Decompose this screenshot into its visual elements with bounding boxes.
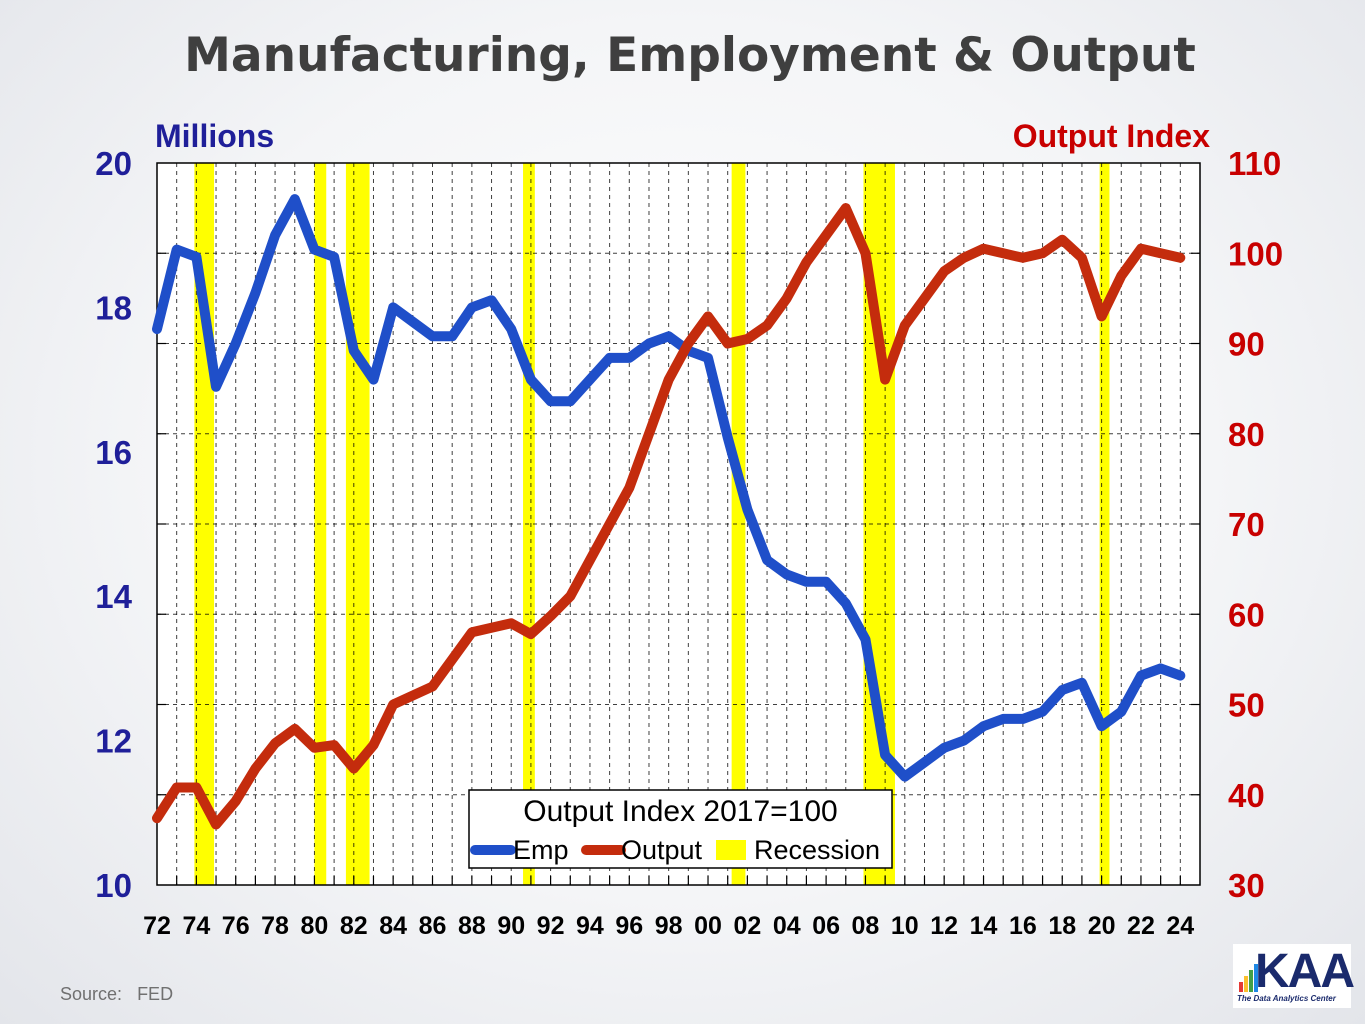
x-tick-label: 74 [182, 912, 210, 940]
x-tick-label: 94 [576, 912, 604, 940]
right-tick-label: 100 [1228, 235, 1283, 272]
x-tick-label: 72 [143, 912, 171, 940]
source-label: Source: [60, 984, 123, 1004]
series-line-emp [152, 194, 1186, 782]
x-tick-label: 84 [379, 912, 407, 940]
x-tick-label: 86 [419, 912, 447, 940]
legend-title: Output Index 2017=100 [523, 795, 837, 828]
right-tick-label: 70 [1228, 506, 1265, 543]
data-lines [152, 194, 1186, 830]
logo-bars-icon [1239, 962, 1259, 992]
x-tick-label: 08 [852, 912, 880, 940]
logo-text: KAA [1255, 945, 1355, 998]
x-tick-label: 16 [1009, 912, 1037, 940]
x-tick-label: 82 [340, 912, 368, 940]
legend-swatch-recession [716, 840, 746, 860]
right-tick-label: 40 [1228, 777, 1265, 814]
right-tick-label: 30 [1228, 867, 1265, 904]
left-tick-label: 18 [95, 289, 132, 326]
legend-label-emp: Emp [513, 835, 569, 865]
x-tick-label: 92 [537, 912, 565, 940]
right-tick-label: 60 [1228, 596, 1265, 633]
x-tick-label: 96 [615, 912, 643, 940]
left-tick-label: 20 [95, 145, 132, 182]
legend-box [468, 789, 893, 869]
x-tick-label: 90 [497, 912, 525, 940]
left-tick-label: 10 [95, 867, 132, 904]
x-tick-label: 12 [930, 912, 958, 940]
x-tick-label: 24 [1166, 912, 1194, 940]
tick-labels: 72 74 76 78 80 82 84 86 88 90 92 94 96 98 00 02 04 06 08 10… [95, 145, 1283, 940]
x-tick-label: 20 [1088, 912, 1116, 940]
right-tick-label: 90 [1228, 326, 1265, 363]
left-tick-label: 14 [95, 578, 132, 615]
x-tick-label: 06 [812, 912, 840, 940]
x-tick-label: 98 [655, 912, 683, 940]
x-tick-label: 18 [1048, 912, 1076, 940]
x-tick-label: 78 [261, 912, 289, 940]
series-line-output [152, 203, 1186, 830]
grid-lines [156, 162, 1201, 886]
x-tick-label: 22 [1127, 912, 1155, 940]
x-tick-label: 02 [733, 912, 761, 940]
source-note: Source: FED [60, 984, 173, 1005]
right-axis-label: Output Index [1012, 118, 1210, 154]
right-tick-label: 50 [1228, 687, 1265, 724]
logo-tagline: The Data Analytics Center [1237, 994, 1336, 1003]
right-tick-label: 110 [1228, 145, 1281, 182]
legend-label-recession: Recession [754, 835, 880, 865]
x-tick-label: 10 [891, 912, 919, 940]
x-tick-label: 14 [970, 912, 998, 940]
x-tick-label: 04 [773, 912, 801, 940]
x-tick-label: 76 [222, 912, 250, 940]
kaa-logo: KAA The Data Analytics Center [1233, 944, 1355, 1008]
x-tick-label: 80 [301, 912, 329, 940]
x-tick-label: 88 [458, 912, 486, 940]
left-tick-label: 12 [95, 723, 132, 760]
legend: Output Index 2017=100 Emp Output Recession [468, 789, 893, 869]
left-axis-label: Millions [155, 118, 275, 154]
legend-label-output: Output [621, 835, 703, 865]
source-value: FED [137, 984, 174, 1004]
chart-title: Manufacturing, Employment & Output [184, 28, 1196, 83]
x-tick-label: 00 [694, 912, 722, 940]
left-tick-label: 16 [95, 434, 132, 471]
right-tick-label: 80 [1228, 416, 1265, 453]
axis-ticks [157, 252, 1200, 885]
